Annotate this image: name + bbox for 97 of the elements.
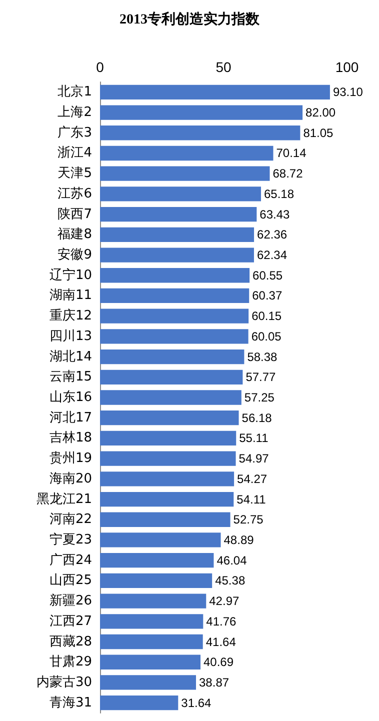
data-label: 31.64 [181, 696, 212, 710]
y-tick-label: 甘肃29 [49, 654, 92, 670]
data-label: 54.97 [238, 452, 270, 466]
data-label: 57.77 [246, 370, 276, 384]
data-label: 60.55 [252, 268, 283, 282]
bar [100, 410, 239, 426]
bar [100, 553, 214, 568]
bar [100, 695, 178, 710]
bar [100, 84, 330, 100]
data-label: 57.25 [244, 390, 275, 404]
y-tick-label: 吉林18 [49, 430, 92, 446]
y-tick-label: 湖北14 [49, 349, 92, 364]
data-label: 41.76 [206, 614, 237, 628]
bar [100, 105, 303, 120]
data-label: 58.38 [247, 350, 278, 364]
y-tick-label: 上海2 [58, 105, 92, 120]
y-tick-label: 宁夏23 [49, 531, 92, 548]
y-tick-label: 陕西7 [58, 206, 92, 222]
data-label: 54.11 [236, 492, 266, 506]
y-tick-label: 四川13 [49, 328, 92, 344]
bar [100, 614, 204, 629]
y-tick-label: 安徽9 [58, 246, 92, 263]
data-label: 40.69 [204, 655, 234, 670]
bar [100, 451, 236, 466]
data-label: 70.14 [276, 146, 307, 160]
bar [100, 186, 261, 202]
bar [100, 594, 206, 608]
y-tick-label: 青海31 [49, 695, 92, 710]
data-label: 45.38 [215, 574, 246, 588]
y-tick-label: 河北17 [49, 410, 92, 426]
bar [100, 512, 230, 527]
y-tick-label: 江苏6 [58, 186, 92, 202]
y-tick-label: 西藏28 [49, 634, 92, 650]
x-tick-label: 50 [216, 59, 232, 75]
x-tick-label: 100 [335, 59, 359, 75]
bar [100, 532, 221, 548]
bar [100, 370, 243, 384]
bar [100, 349, 244, 364]
data-label: 46.04 [216, 553, 248, 568]
y-tick-label: 北京1 [58, 84, 92, 100]
y-tick-label: 黑龙江21 [36, 492, 92, 507]
bar [100, 654, 201, 670]
y-tick-label: 山东16 [49, 390, 92, 405]
data-label: 60.15 [252, 309, 282, 324]
data-label: 48.89 [224, 532, 254, 547]
data-label: 52.75 [233, 512, 264, 527]
y-tick-label: 山西25 [49, 573, 92, 588]
bar [100, 268, 250, 283]
bar [100, 573, 212, 588]
y-tick-label: 云南15 [49, 370, 92, 385]
y-tick-label: 江西27 [49, 614, 92, 629]
bar [100, 390, 242, 405]
y-tick-label: 浙江4 [58, 146, 92, 161]
y-tick-label: 广西24 [49, 552, 92, 568]
y-tick-label: 湖南11 [49, 288, 92, 304]
bar [100, 430, 236, 446]
data-label: 41.64 [206, 634, 236, 649]
y-tick-label: 海南20 [49, 471, 92, 486]
y-tick-label: 河南22 [49, 512, 92, 528]
data-label: 93.10 [332, 85, 364, 100]
bar [100, 472, 234, 486]
bar [100, 227, 254, 242]
data-label: 42.97 [209, 594, 240, 608]
data-label: 54.27 [237, 472, 268, 486]
data-label: 60.37 [252, 288, 282, 303]
bar [100, 634, 203, 650]
y-tick-label: 广东3 [58, 125, 92, 140]
x-tick-label: 0 [96, 59, 104, 75]
bar [100, 206, 257, 222]
bar [100, 126, 300, 140]
data-label: 81.05 [303, 126, 334, 140]
data-label: 82.00 [306, 106, 336, 120]
y-tick-label: 福建8 [58, 227, 92, 242]
bar [100, 146, 274, 161]
data-label: 62.36 [257, 228, 288, 242]
bar [100, 288, 250, 304]
y-tick-label: 辽宁10 [49, 266, 92, 283]
data-label: 38.87 [199, 675, 230, 690]
y-tick-label: 新疆26 [49, 594, 92, 609]
data-label: 63.43 [260, 207, 290, 222]
y-tick-label: 重庆12 [49, 308, 92, 324]
data-label: 68.72 [272, 166, 304, 181]
bar [100, 492, 234, 507]
chart-title: 2013专利创造实力指数 [120, 10, 260, 28]
data-label: 55.11 [239, 431, 269, 446]
data-label: 60.05 [251, 329, 282, 344]
y-tick-label: 天津5 [58, 166, 92, 182]
bar [100, 166, 270, 181]
bar [100, 248, 254, 262]
y-tick-label: 贵州19 [49, 451, 92, 466]
data-label: 56.18 [242, 410, 272, 425]
bar [100, 329, 248, 344]
bar [100, 675, 196, 690]
y-tick-label: 内蒙古30 [36, 674, 92, 690]
bar [100, 308, 249, 324]
data-label: 62.34 [256, 248, 288, 262]
data-label: 65.18 [264, 186, 294, 201]
